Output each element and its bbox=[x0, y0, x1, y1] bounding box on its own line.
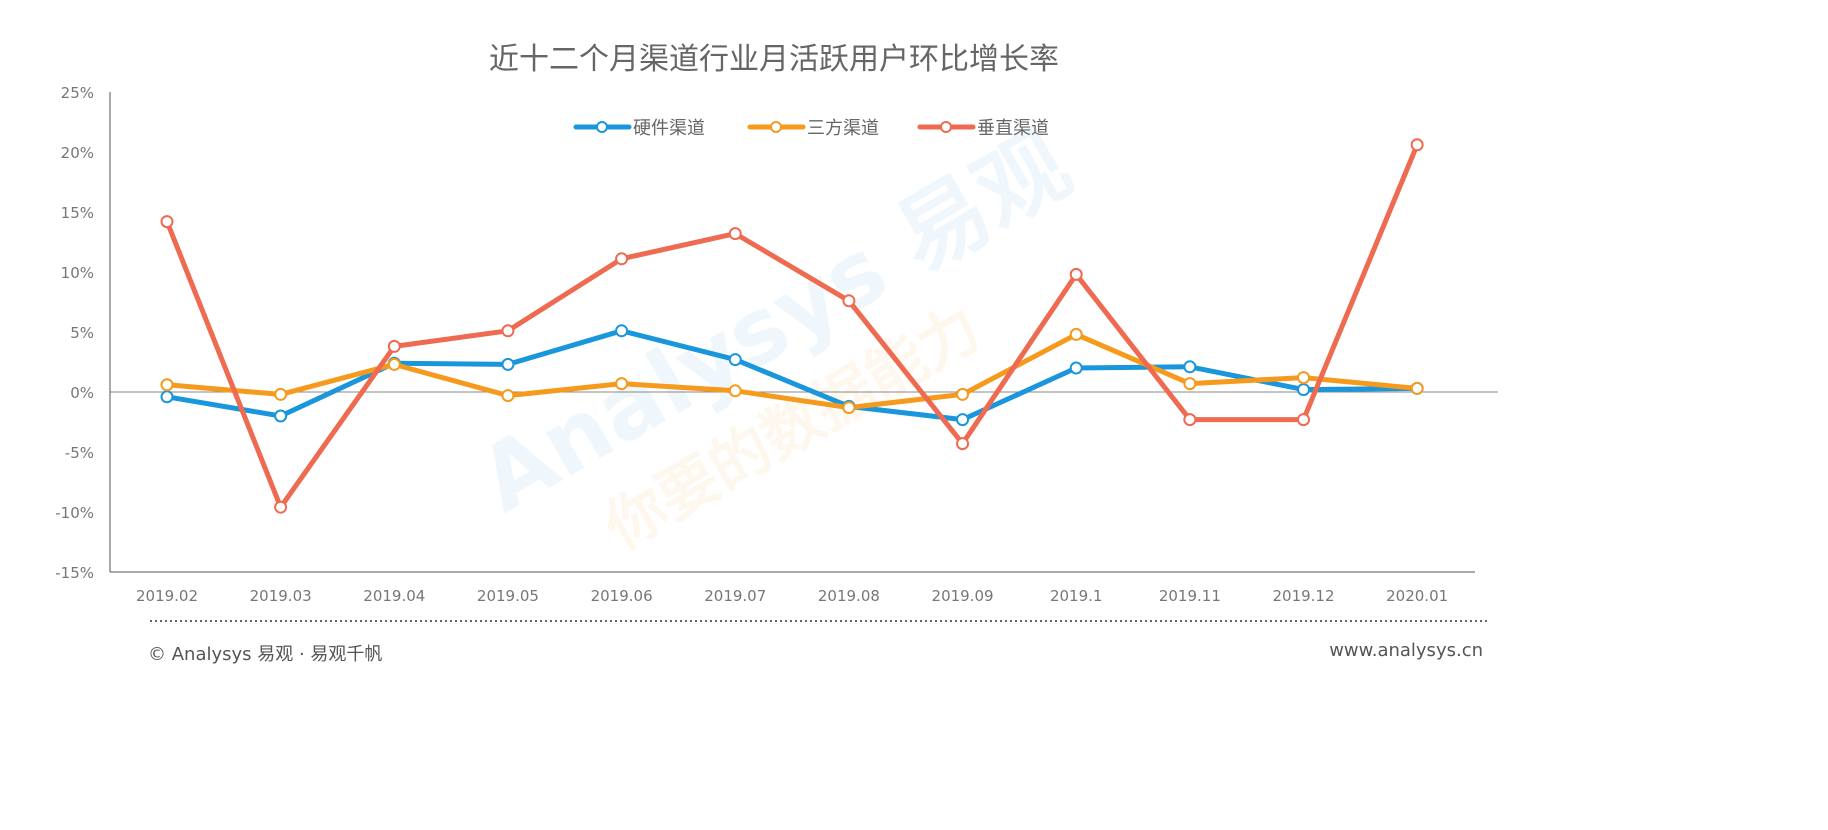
data-point bbox=[956, 387, 970, 401]
data-point bbox=[160, 215, 174, 229]
legend-marker bbox=[770, 121, 782, 133]
series-line-3 bbox=[164, 143, 1420, 510]
data-point bbox=[274, 409, 288, 423]
x-tick-label: 2020.01 bbox=[1386, 587, 1448, 605]
y-tick-label: 0% bbox=[70, 384, 94, 402]
series-line-2 bbox=[166, 331, 1418, 411]
data-point bbox=[1069, 361, 1083, 375]
data-point bbox=[1183, 377, 1197, 391]
data-point bbox=[387, 339, 401, 353]
x-tick-label: 2019.05 bbox=[477, 587, 539, 605]
y-tick-label: 5% bbox=[70, 324, 94, 342]
x-tick-label: 2019.02 bbox=[136, 587, 198, 605]
data-point bbox=[160, 390, 174, 404]
data-point bbox=[728, 384, 742, 398]
data-point bbox=[615, 252, 629, 266]
data-point bbox=[842, 401, 856, 415]
y-tick-label: 10% bbox=[61, 264, 94, 282]
data-point bbox=[501, 389, 515, 403]
x-tick-label: 2019.11 bbox=[1159, 587, 1221, 605]
data-point bbox=[728, 227, 742, 241]
legend-label: 硬件渠道 bbox=[633, 118, 705, 139]
data-point bbox=[160, 378, 174, 392]
data-point bbox=[274, 500, 288, 514]
data-point bbox=[615, 324, 629, 338]
x-tick-label: 2019.07 bbox=[704, 587, 766, 605]
chart-title: 近十二个月渠道行业月活跃用户环比增长率 bbox=[489, 42, 1059, 77]
y-tick-label: 20% bbox=[61, 144, 94, 162]
x-tick-label: 2019.1 bbox=[1050, 587, 1103, 605]
y-tick-label: 15% bbox=[61, 204, 94, 222]
x-tick-label: 2019.09 bbox=[932, 587, 994, 605]
data-point bbox=[1410, 138, 1424, 152]
x-tick-label: 2019.03 bbox=[250, 587, 312, 605]
data-point bbox=[615, 377, 629, 391]
data-point bbox=[1069, 327, 1083, 341]
data-point bbox=[1183, 413, 1197, 427]
legend-marker bbox=[940, 121, 952, 133]
data-point bbox=[842, 294, 856, 308]
data-point bbox=[728, 353, 742, 367]
data-point bbox=[1297, 383, 1310, 397]
y-tick-label: -15% bbox=[55, 564, 94, 582]
data-point bbox=[1297, 413, 1310, 427]
legend-marker bbox=[596, 121, 608, 133]
footer-url: www.analysys.cn bbox=[1329, 640, 1483, 661]
data-point bbox=[501, 324, 515, 338]
y-tick-label: 25% bbox=[61, 84, 94, 102]
x-tick-label: 2019.12 bbox=[1272, 587, 1334, 605]
x-tick-label: 2019.06 bbox=[591, 587, 653, 605]
data-point bbox=[387, 357, 401, 371]
y-tick-label: -5% bbox=[65, 444, 94, 462]
footer-copyright: © Analysys 易观 · 易观千帆 bbox=[148, 644, 383, 665]
data-point bbox=[1069, 267, 1083, 281]
x-tick-label: 2019.04 bbox=[363, 587, 425, 605]
data-point bbox=[1410, 381, 1424, 395]
y-tick-label: -10% bbox=[55, 504, 94, 522]
data-point bbox=[274, 387, 288, 401]
legend-label: 垂直渠道 bbox=[977, 118, 1049, 139]
data-point bbox=[956, 413, 970, 427]
x-tick-label: 2019.08 bbox=[818, 587, 880, 605]
data-point bbox=[1297, 371, 1310, 385]
legend-label: 三方渠道 bbox=[807, 118, 879, 139]
data-point bbox=[956, 437, 970, 451]
data-point bbox=[1183, 360, 1197, 374]
data-point bbox=[501, 357, 515, 371]
